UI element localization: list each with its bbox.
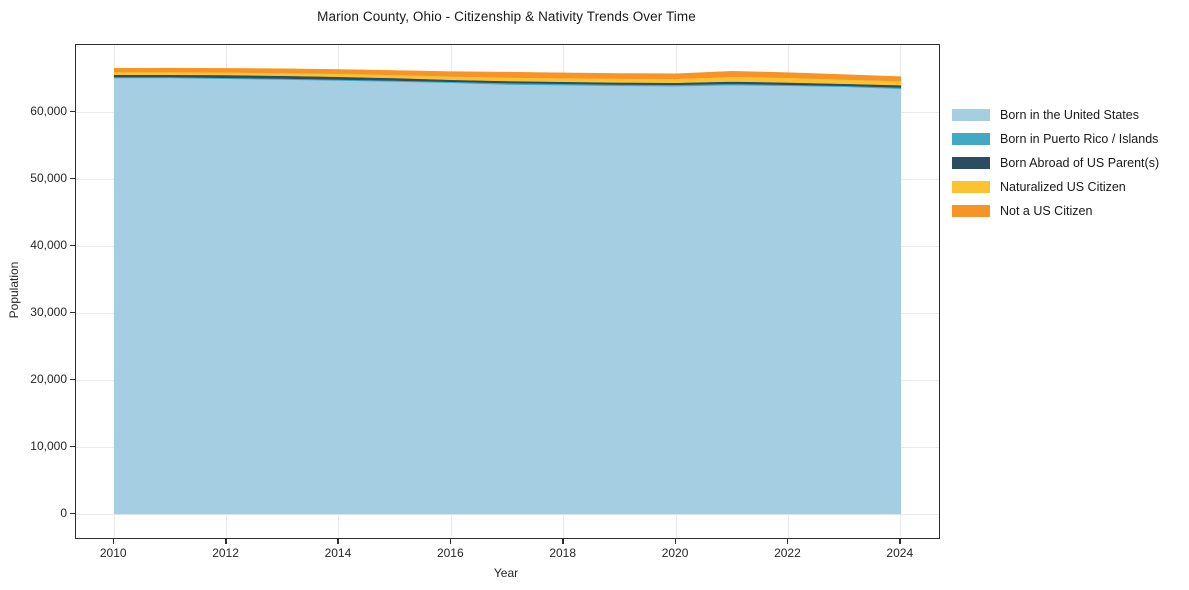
x-tick-mark [449,538,452,544]
chart-title: Marion County, Ohio - Citizenship & Nati… [317,9,696,24]
x-tick-mark [112,538,115,544]
legend-label: Born Abroad of US Parent(s) [1000,156,1160,170]
x-tick-label: 2016 [436,546,464,560]
x-tick-mark [337,538,339,544]
x-tick-label: 2010 [99,546,127,560]
y-tick-label: 60,000 [30,104,67,119]
legend-item: Not a US Citizen [952,199,1159,223]
x-tick-mark [674,538,677,544]
y-tick-mark [70,445,75,448]
y-tick-mark [70,311,75,314]
y-tick-label: 40,000 [30,238,67,253]
legend-swatch [952,157,990,169]
x-tick-mark [899,538,901,544]
x-axis-label: Year [493,566,519,580]
x-tick-label: 2012 [212,546,239,560]
area-series [113,77,902,515]
legend-item: Naturalized US Citizen [952,175,1159,199]
x-tick-mark [562,538,564,544]
legend-label: Naturalized US Citizen [1000,180,1126,194]
legend-label: Not a US Citizen [1000,204,1093,218]
plot-area [75,44,940,539]
legend-label: Born in the United States [1000,108,1139,122]
legend-swatch [952,133,990,145]
x-tick-label: 2024 [886,546,914,560]
y-tick-mark [70,378,75,381]
legend-label: Born in Puerto Rico / Islands [1000,132,1159,146]
x-tick-mark [786,538,789,544]
x-tick-label: 2018 [549,546,577,560]
legend-swatch [952,109,990,121]
legend-swatch [952,181,990,193]
x-tick-label: 2020 [661,546,689,560]
legend-item: Born in Puerto Rico / Islands [952,127,1159,151]
y-tick-label: 30,000 [30,305,67,320]
legend-swatch [952,205,990,217]
x-tick-mark [225,538,227,544]
legend: Born in the United States Born in Puerto … [952,103,1159,223]
legend-item: Born Abroad of US Parent(s) [952,151,1159,175]
y-tick-mark [70,110,75,113]
area-series [113,67,902,82]
y-tick-mark [70,177,75,180]
stacked-area-chart [113,67,902,515]
y-tick-label: 50,000 [30,171,67,186]
y-tick-mark [70,244,75,247]
x-tick-label: 2014 [324,546,352,560]
y-tick-label: 10,000 [30,439,67,454]
x-tick-label: 2022 [774,546,801,560]
y-tick-label: 0 [60,506,67,521]
y-tick-label: 20,000 [30,372,67,387]
legend-item: Born in the United States [952,103,1159,127]
y-tick-mark [70,512,75,515]
y-axis-label: Population [7,261,21,319]
